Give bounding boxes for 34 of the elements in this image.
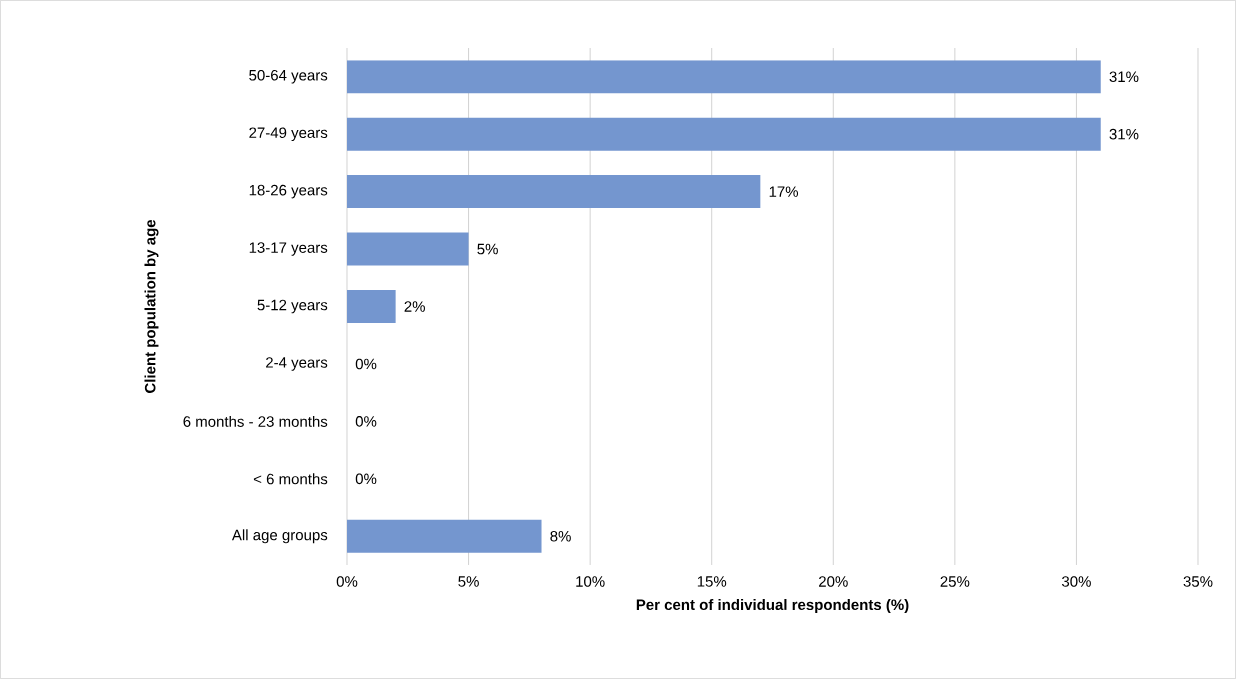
y-tick-label: 5-12 years <box>257 299 328 314</box>
y-tick-label: 50-64 years <box>249 69 328 84</box>
data-label: 0% <box>355 473 377 485</box>
bar <box>347 232 469 266</box>
y-tick-label: All age groups <box>231 529 328 544</box>
data-label: 2% <box>404 301 425 312</box>
y-tick-label: 2-4 years <box>266 357 328 371</box>
bar <box>347 519 542 553</box>
y-tick-label: 27-49 years <box>249 127 328 141</box>
data-label: 8% <box>550 530 571 542</box>
x-tick-label: 5% <box>458 576 479 587</box>
bar <box>347 290 396 323</box>
data-label: 31% <box>1109 71 1139 83</box>
data-label: 5% <box>477 243 498 255</box>
x-tick-label: 0% <box>336 576 358 587</box>
data-label: 31% <box>1109 128 1139 140</box>
x-tick-label: 10% <box>576 576 605 587</box>
bar <box>347 117 1101 151</box>
data-label: 0% <box>355 358 377 370</box>
x-axis-title: Per cent of individual respondents (%) <box>636 599 909 613</box>
y-tick-label: 13-17 years <box>249 242 328 256</box>
y-tick-label: 18-26 years <box>249 184 328 199</box>
x-tick-label: 20% <box>819 576 848 587</box>
bar <box>347 60 1101 94</box>
data-label: 17% <box>769 186 799 197</box>
x-tick-label: 15% <box>697 576 727 587</box>
x-tick-label: 30% <box>1061 576 1091 587</box>
x-tick-label: 25% <box>940 576 970 587</box>
y-tick-label: 6 months - 23 months <box>183 415 328 427</box>
x-tick-label: 35% <box>1183 576 1213 587</box>
y-tick-label: < 6 months <box>253 473 328 485</box>
bar <box>347 175 761 209</box>
y-axis-title: Client population by age <box>144 219 159 393</box>
data-label: 0% <box>355 416 377 427</box>
